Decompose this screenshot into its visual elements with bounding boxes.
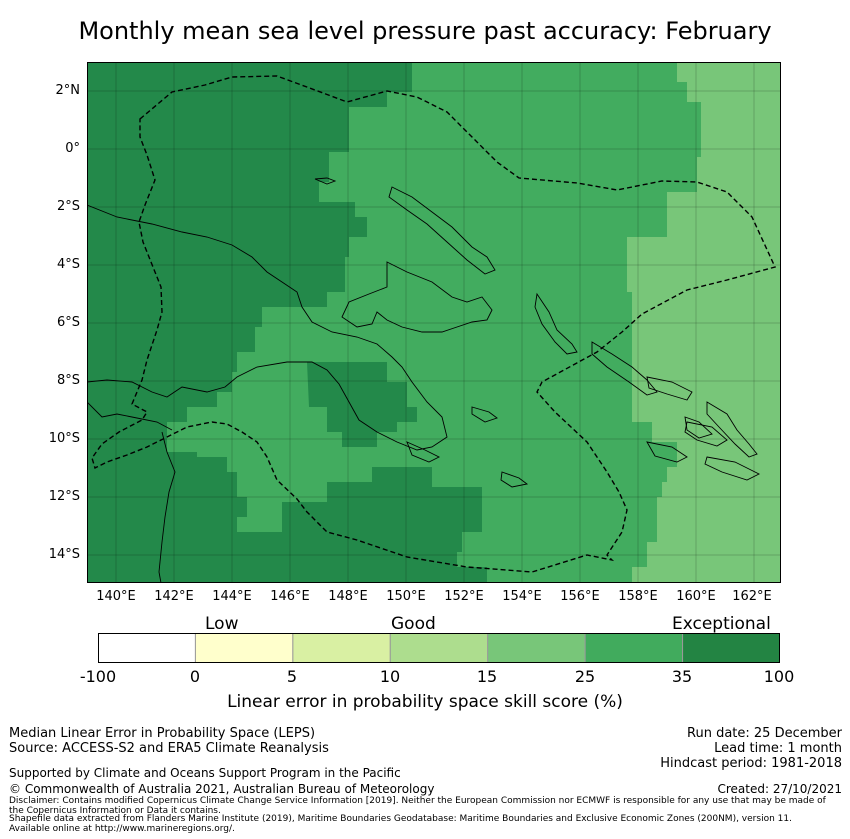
lat-label: 0°	[65, 141, 80, 156]
footer-copyright: © Commonwealth of Australia 2021, Austra…	[9, 782, 435, 796]
colorbar	[98, 633, 780, 663]
new-ireland-coast	[388, 186, 496, 275]
colorbar-label-exceptional: Exceptional	[672, 614, 771, 634]
solomons-coast-4	[684, 421, 728, 447]
page-title: Monthly mean sea level pressure past acc…	[78, 17, 772, 45]
footer-method: Median Linear Error in Probability Space…	[9, 726, 316, 741]
footer-shapefile-1: Shapefile data extracted from Flanders M…	[9, 814, 792, 824]
d-entrecasteaux-coast	[406, 441, 441, 463]
solomons-coast-3	[706, 401, 758, 458]
footer-disclaimer-1: Disclaimer: Contains modified Copernicus…	[9, 796, 826, 806]
solomons-coast-2	[646, 376, 693, 401]
lat-label: 8°S	[56, 373, 80, 388]
louisiade-coast-1	[471, 406, 498, 423]
colorbar-segment	[682, 633, 780, 663]
lon-label: 158°E	[618, 589, 658, 604]
footer-support: Supported by Climate and Oceans Support …	[9, 766, 401, 780]
lon-label: 154°E	[502, 589, 542, 604]
colorbar-tick: 5	[286, 667, 298, 686]
manus-coast	[314, 177, 337, 185]
lon-label: 162°E	[732, 589, 772, 604]
makira-coast	[704, 456, 761, 481]
lat-label: 2°N	[55, 83, 81, 98]
colorbar-tick: 25	[574, 667, 596, 686]
colorbar-label-low: Low	[205, 614, 239, 634]
louisiade-coast-2	[500, 471, 529, 488]
coastlines	[87, 177, 761, 583]
new-guinea-coast	[87, 204, 448, 451]
lon-label: 146°E	[270, 589, 310, 604]
lon-label: 152°E	[444, 589, 484, 604]
lon-label: 148°E	[328, 589, 368, 604]
graticule	[87, 62, 781, 583]
lat-label: 12°S	[48, 489, 80, 504]
solomons-coast-1	[591, 341, 658, 396]
lat-label: 14°S	[48, 547, 80, 562]
guadalcanal-coast	[646, 441, 688, 463]
footer-disclaimer-2: the Copernicus Information or Data it co…	[9, 806, 221, 816]
colorbar-tick: 0	[189, 667, 201, 686]
colorbar-title: Linear error in probability space skill …	[227, 692, 623, 712]
zone-exceptional-central	[307, 362, 417, 447]
solomons-coast-5	[684, 416, 713, 439]
eez-boundary	[91, 75, 776, 573]
zone-exceptional-west	[87, 62, 412, 583]
lon-label: 144°E	[212, 589, 252, 604]
colorbar-tick: 15	[476, 667, 498, 686]
bougainville-coast	[534, 292, 578, 355]
lon-label: 142°E	[154, 589, 194, 604]
colorbar-segment	[292, 633, 391, 663]
colorbar-segment	[584, 633, 684, 663]
colorbar-tick: -100	[79, 667, 117, 686]
colorbar-segment	[487, 633, 586, 663]
lat-label: 6°S	[56, 315, 80, 330]
colorbar-tick: 100	[763, 667, 795, 686]
lon-label: 156°E	[560, 589, 600, 604]
footer-source: Source: ACCESS-S2 and ERA5 Climate Reana…	[9, 741, 329, 756]
colorbar-segment	[389, 633, 489, 663]
footer-shapefile-2: Available online at http://www.marinereg…	[9, 824, 235, 834]
lon-label: 150°E	[386, 589, 426, 604]
lat-label: 10°S	[48, 431, 80, 446]
lon-label: 160°E	[676, 589, 716, 604]
lat-label: 4°S	[56, 257, 80, 272]
zone-exceptional-south	[217, 467, 487, 583]
footer-created: Created: 27/10/2021	[717, 782, 842, 796]
colorbar-label-good: Good	[391, 614, 436, 634]
colorbar-tick: 10	[379, 667, 401, 686]
colorbar-tick: 35	[671, 667, 693, 686]
torres-strait-coast	[87, 401, 173, 431]
cape-york-coast	[158, 431, 176, 583]
footer-hindcast: Hindcast period: 1981-2018	[660, 756, 842, 771]
new-britain-coast	[341, 261, 493, 333]
footer-lead-time: Lead time: 1 month	[714, 741, 842, 756]
lon-label: 140°E	[96, 589, 136, 604]
footer-run-date: Run date: 25 December	[687, 726, 842, 741]
colorbar-segment	[194, 633, 294, 663]
skill-map	[87, 62, 781, 583]
zone-east-light	[627, 62, 781, 583]
colorbar-segment	[98, 633, 196, 663]
lat-label: 2°S	[56, 199, 80, 214]
